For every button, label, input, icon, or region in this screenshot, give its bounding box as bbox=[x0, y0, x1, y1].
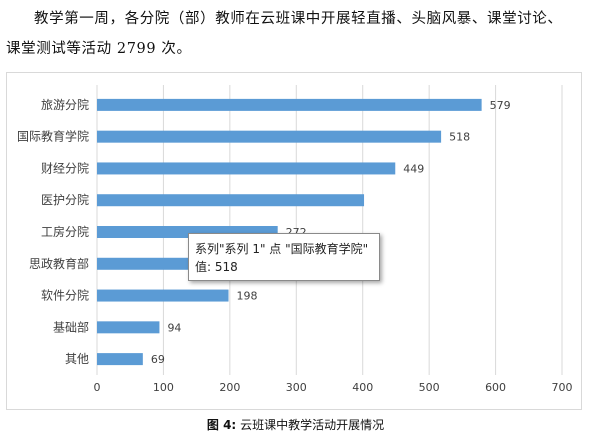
category-label: 基础部 bbox=[53, 319, 89, 334]
x-tick-label: 100 bbox=[153, 381, 174, 394]
bar[interactable] bbox=[97, 194, 365, 207]
bar[interactable] bbox=[97, 98, 482, 111]
x-tick-label: 600 bbox=[485, 381, 506, 394]
category-label: 软件分院 bbox=[41, 289, 89, 303]
bar[interactable] bbox=[97, 162, 396, 175]
figure-caption: 图 4: 云班课中教学活动开展情况 bbox=[0, 416, 591, 433]
tooltip-series-point: 系列"系列 1" 点 "国际教育学院" bbox=[195, 242, 369, 256]
data-label: 579 bbox=[490, 99, 511, 112]
category-label: 工房分院 bbox=[41, 224, 89, 239]
data-label: 518 bbox=[449, 131, 470, 144]
bar[interactable] bbox=[97, 321, 160, 334]
caption-label: 图 4: bbox=[206, 418, 237, 432]
x-tick-label: 300 bbox=[286, 381, 307, 394]
category-label: 其他 bbox=[65, 352, 89, 366]
data-label: 69 bbox=[151, 353, 165, 366]
x-tick-label: 500 bbox=[419, 381, 440, 394]
category-label: 医护分院 bbox=[41, 193, 89, 207]
category-label: 思政教育部 bbox=[29, 256, 89, 271]
paragraph-line-2: 课堂测试等活动 2799 次。 bbox=[6, 41, 192, 57]
x-tick-label: 700 bbox=[552, 381, 573, 394]
category-label: 财经分院 bbox=[41, 161, 89, 175]
bar-chart: 0 100 200 300 400 500 600 700 旅游分院 579 国际教育学院 518 财经… bbox=[17, 85, 573, 394]
x-tick-label: 0 bbox=[94, 381, 101, 394]
bar[interactable] bbox=[97, 130, 442, 143]
data-label: 198 bbox=[237, 290, 258, 303]
chart-area: 0 100 200 300 400 500 600 700 旅游分院 579 国际教育学院 518 财经… bbox=[6, 72, 582, 410]
x-tick-label: 200 bbox=[219, 381, 240, 394]
chart-tooltip: 系列"系列 1" 点 "国际教育学院" 值: 518 bbox=[188, 233, 380, 281]
x-tick-label: 400 bbox=[352, 381, 373, 394]
bar[interactable] bbox=[97, 289, 229, 302]
bar[interactable] bbox=[97, 353, 143, 366]
data-label: 94 bbox=[167, 321, 181, 334]
tooltip-value: 值: 518 bbox=[195, 260, 238, 274]
category-label: 国际教育学院 bbox=[17, 129, 89, 144]
paragraph-line-1: 教学第一周，各分院（部）教师在云班课中开展轻直播、头脑风暴、课堂讨论、 bbox=[34, 11, 563, 27]
category-label: 旅游分院 bbox=[41, 98, 89, 112]
caption-text: 云班课中教学活动开展情况 bbox=[240, 418, 385, 432]
data-label: 449 bbox=[403, 162, 424, 175]
